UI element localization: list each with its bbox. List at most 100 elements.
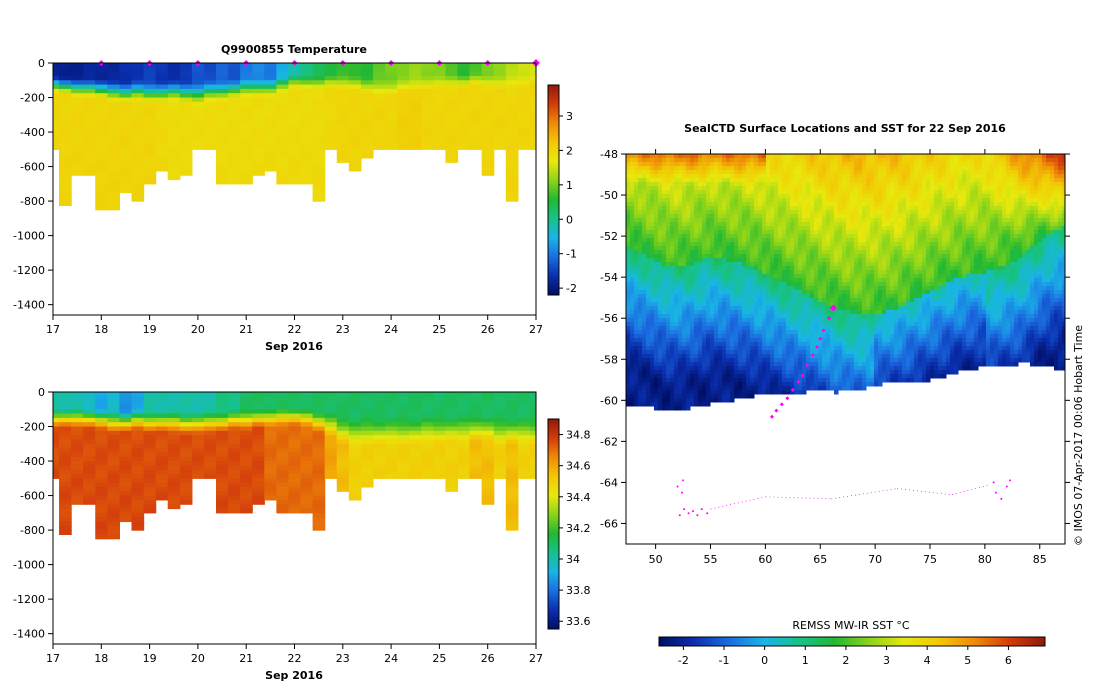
- salinity-cell: [276, 478, 290, 484]
- sst-cell: [678, 334, 683, 339]
- sst-cell: [774, 242, 779, 247]
- sst-cell: [750, 278, 755, 283]
- sst-cell: [674, 170, 679, 175]
- salinity-cell: [348, 396, 362, 402]
- salinity-cell: [445, 400, 459, 406]
- salinity-cell: [505, 504, 519, 510]
- sst-cell: [666, 402, 671, 407]
- salinity-cell: [71, 435, 84, 441]
- sst-cell: [650, 258, 655, 263]
- sst-cell: [758, 298, 763, 303]
- sst-cell: [634, 162, 639, 167]
- salinity-cell: [324, 400, 338, 406]
- salinity-cell: [216, 396, 229, 402]
- sst-cell: [682, 334, 687, 339]
- sst-cell: [678, 294, 683, 299]
- salinity-cell: [457, 461, 471, 466]
- sst-cell: [782, 178, 787, 183]
- salinity-cell: [433, 417, 447, 423]
- sst-cell: [626, 178, 631, 183]
- sst-cell: [630, 194, 635, 199]
- temperature-cell: [240, 80, 253, 86]
- sst-cell: [778, 390, 783, 395]
- salinity-cell: [312, 426, 326, 432]
- sst-cell: [642, 202, 647, 207]
- sst-cell: [710, 226, 715, 231]
- sst-cell: [678, 278, 683, 283]
- sst-cell: [666, 254, 671, 259]
- sst-cell: [770, 190, 775, 195]
- sst-cell: [714, 338, 719, 343]
- temperature-cell: [53, 71, 60, 77]
- sst-cell: [730, 206, 735, 211]
- sst-cell: [778, 210, 783, 215]
- sst-cell: [738, 382, 743, 387]
- sst-cell: [650, 226, 655, 231]
- sst-cell: [714, 198, 719, 203]
- sst-cell: [678, 222, 683, 227]
- temperature-cell: [300, 175, 314, 181]
- salinity-cell: [240, 504, 253, 510]
- sst-cell: [774, 286, 779, 291]
- salinity-cell: [167, 443, 181, 449]
- sst-cell: [690, 378, 695, 383]
- sst-cell: [698, 266, 703, 271]
- salinity-cell: [409, 465, 422, 471]
- temperature-cell: [276, 144, 290, 150]
- salinity-cell: [155, 452, 169, 458]
- salinity-cell: [119, 508, 133, 514]
- sst-cell: [670, 334, 675, 339]
- salinity-cell: [119, 469, 133, 475]
- y-tick-label: -600: [20, 161, 45, 174]
- temperature-cell: [445, 144, 459, 150]
- sst-cell: [682, 270, 687, 275]
- sst-cell: [730, 322, 735, 327]
- sst-cell: [718, 166, 723, 171]
- sst-cell: [778, 286, 783, 291]
- sst-cell: [626, 322, 631, 327]
- temperature-cell: [445, 71, 459, 77]
- sst-cell: [718, 302, 723, 307]
- temperature-cell: [95, 110, 108, 116]
- sst-cell: [778, 218, 783, 223]
- sst-cell: [694, 390, 699, 395]
- sst-cell: [702, 190, 707, 195]
- salinity-cell: [167, 392, 181, 397]
- sst-cell: [698, 246, 703, 251]
- sst-cell: [654, 390, 659, 395]
- sst-cell: [794, 182, 799, 187]
- sst-cell: [746, 366, 751, 371]
- salinity-cell: [409, 392, 422, 397]
- sst-cell: [626, 274, 631, 279]
- salinity-cell: [300, 400, 314, 406]
- sst-cell: [738, 370, 743, 375]
- temperature-cell: [469, 106, 483, 112]
- sst-cell: [746, 394, 751, 399]
- sst-cell: [690, 318, 695, 323]
- sst-cell: [646, 310, 651, 315]
- salinity-cell: [288, 482, 302, 488]
- sst-cell: [710, 322, 715, 327]
- salinity-cell: [360, 443, 374, 449]
- sst-cell: [730, 342, 735, 347]
- temperature-cell: [59, 166, 72, 172]
- sst-cell: [642, 394, 647, 399]
- sst-cell: [802, 314, 807, 319]
- sst-cell: [658, 258, 663, 263]
- sst-cell: [746, 282, 751, 287]
- sst-cell: [714, 298, 719, 303]
- sst-cell: [658, 238, 663, 243]
- sst-cell: [802, 246, 807, 251]
- sst-cell: [710, 366, 715, 371]
- salinity-cell: [59, 443, 72, 449]
- temperature-cell: [71, 140, 84, 146]
- sst-cell: [726, 398, 731, 403]
- sst-cell: [770, 378, 775, 383]
- sst-cell: [702, 390, 707, 395]
- sst-cell: [666, 246, 671, 251]
- salinity-cell: [360, 435, 374, 441]
- sst-cell: [646, 158, 651, 163]
- sst-cell: [714, 326, 719, 331]
- salinity-cell: [203, 396, 217, 402]
- sst-cell: [730, 370, 735, 375]
